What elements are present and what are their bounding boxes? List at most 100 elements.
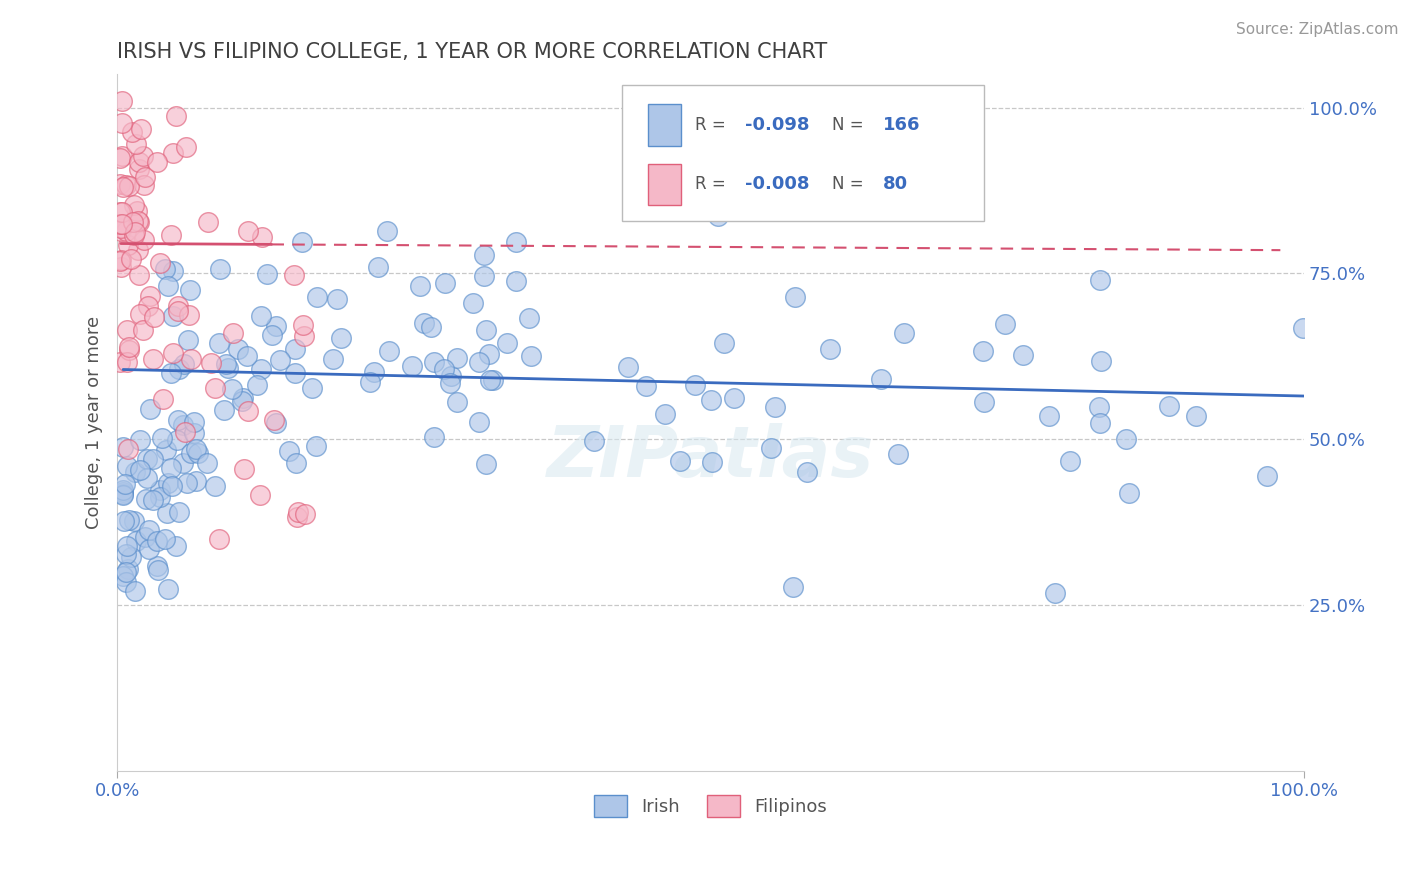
- Point: [146, 534, 169, 549]
- Point: [142, 351, 165, 366]
- Point: [108, 217, 131, 231]
- Point: [129, 463, 152, 477]
- Point: [110, 94, 132, 108]
- Point: [155, 443, 177, 458]
- Point: [118, 343, 141, 357]
- FancyBboxPatch shape: [621, 85, 984, 220]
- Point: [165, 539, 187, 553]
- Point: [195, 456, 218, 470]
- Point: [475, 457, 498, 471]
- Point: [135, 491, 157, 506]
- Point: [264, 416, 287, 430]
- Point: [152, 392, 174, 406]
- Text: 166: 166: [883, 116, 921, 135]
- Point: [707, 210, 730, 224]
- Point: [478, 373, 501, 387]
- Point: [434, 277, 457, 291]
- Point: [128, 433, 150, 447]
- Point: [763, 400, 786, 414]
- Point: [1038, 409, 1060, 423]
- Point: [260, 328, 283, 343]
- Point: [128, 215, 150, 229]
- Point: [634, 379, 657, 393]
- Point: [1012, 348, 1035, 362]
- Point: [330, 331, 353, 345]
- Point: [796, 465, 818, 479]
- Point: [250, 362, 273, 376]
- Point: [132, 178, 155, 193]
- Point: [112, 487, 135, 501]
- Point: [120, 550, 142, 565]
- Point: [291, 318, 314, 333]
- Point: [363, 365, 385, 379]
- Point: [124, 228, 146, 243]
- Point: [177, 333, 200, 347]
- Point: [117, 341, 139, 355]
- Point: [111, 204, 134, 219]
- Point: [713, 335, 735, 350]
- Point: [162, 346, 184, 360]
- Point: [359, 375, 381, 389]
- Point: [153, 533, 176, 547]
- Point: [197, 214, 219, 228]
- Text: N =: N =: [832, 176, 869, 194]
- Point: [156, 582, 179, 596]
- Point: [700, 392, 723, 407]
- Point: [183, 415, 205, 429]
- Point: [582, 434, 605, 448]
- Point: [127, 213, 149, 227]
- Point: [125, 136, 148, 151]
- Point: [478, 347, 501, 361]
- Point: [232, 392, 254, 406]
- Point: [108, 205, 131, 219]
- Point: [446, 394, 468, 409]
- Point: [157, 278, 180, 293]
- Point: [222, 326, 245, 340]
- Point: [149, 490, 172, 504]
- Legend: Irish, Filipinos: Irish, Filipinos: [588, 788, 834, 824]
- Point: [112, 440, 135, 454]
- Point: [156, 475, 179, 490]
- Point: [117, 562, 139, 576]
- Point: [1292, 321, 1315, 335]
- Point: [517, 310, 540, 325]
- Point: [654, 407, 676, 421]
- Point: [110, 178, 132, 192]
- Point: [221, 382, 243, 396]
- Point: [446, 351, 468, 365]
- Point: [121, 125, 143, 139]
- Point: [204, 381, 226, 395]
- Point: [284, 342, 307, 356]
- Point: [463, 295, 485, 310]
- Point: [208, 262, 231, 277]
- Point: [505, 274, 527, 288]
- Point: [115, 565, 138, 579]
- Text: Source: ZipAtlas.com: Source: ZipAtlas.com: [1236, 22, 1399, 37]
- Point: [114, 224, 136, 238]
- Point: [284, 367, 307, 381]
- Point: [134, 530, 156, 544]
- Point: [236, 403, 259, 417]
- Text: -0.098: -0.098: [745, 116, 810, 135]
- Point: [122, 514, 145, 528]
- Point: [112, 488, 135, 502]
- Point: [215, 357, 238, 371]
- Point: [139, 401, 162, 416]
- Point: [208, 532, 231, 546]
- Point: [1088, 400, 1111, 414]
- Point: [287, 505, 309, 519]
- Point: [683, 377, 706, 392]
- Text: R =: R =: [695, 116, 731, 135]
- Point: [138, 523, 160, 537]
- Point: [169, 505, 191, 519]
- Point: [149, 256, 172, 270]
- Point: [285, 510, 308, 524]
- Point: [304, 439, 326, 453]
- Point: [1256, 468, 1278, 483]
- Point: [162, 145, 184, 160]
- Point: [122, 197, 145, 211]
- Point: [472, 269, 495, 284]
- Text: -0.008: -0.008: [745, 176, 810, 194]
- Point: [249, 488, 271, 502]
- Point: [433, 362, 456, 376]
